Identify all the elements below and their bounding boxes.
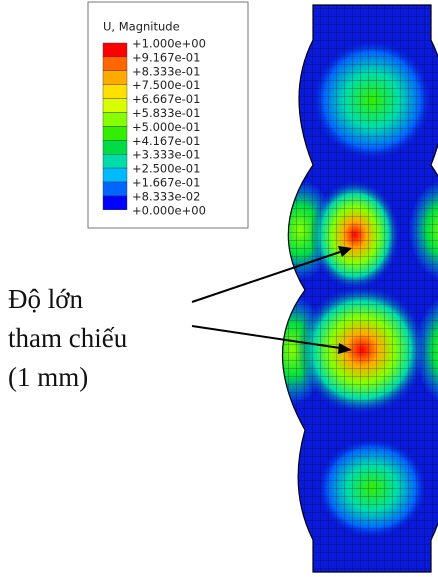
legend-label: +5.000e-01 [132, 120, 200, 134]
legend-swatch [103, 71, 127, 85]
legend-swatch [103, 99, 127, 113]
legend-label: +7.500e-01 [132, 78, 200, 92]
annotation-line: Độ lớn [8, 284, 84, 314]
fem-model [250, 0, 438, 577]
legend-label: +2.500e-01 [132, 162, 200, 176]
legend-swatch [103, 196, 127, 210]
annotation-line: (1 mm) [8, 362, 88, 392]
legend-title: U, Magnitude [103, 20, 180, 34]
annotation-line: tham chiếu [8, 323, 128, 353]
legend-label: +1.000e+00 [132, 37, 206, 51]
legend-label: +8.333e-01 [132, 64, 200, 78]
legend-label: +9.167e-01 [132, 50, 200, 64]
legend-swatch [103, 57, 127, 71]
legend: +1.000e+00+9.167e-01+8.333e-01+7.500e-01… [103, 37, 206, 218]
legend-swatch [103, 140, 127, 154]
legend-label: +1.667e-01 [132, 176, 200, 190]
legend-swatch [103, 85, 127, 99]
legend-swatch [103, 182, 127, 196]
legend-label: +5.833e-01 [132, 106, 200, 120]
annotation: Độ lớn tham chiếu (1 mm) [8, 284, 128, 392]
legend-swatch [103, 154, 127, 168]
legend-label: +3.333e-01 [132, 148, 200, 162]
legend-swatch [103, 126, 127, 140]
legend-label: +4.167e-01 [132, 134, 200, 148]
legend-swatch [103, 43, 127, 57]
legend-swatch [103, 113, 127, 127]
legend-label: +8.333e-02 [132, 189, 200, 203]
page: U, Magnitude +1.000e+00+9.167e-01+8.333e… [0, 0, 438, 577]
legend-swatch [103, 168, 127, 182]
legend-label: +6.667e-01 [132, 92, 200, 106]
legend-label: +0.000e+00 [132, 203, 206, 217]
